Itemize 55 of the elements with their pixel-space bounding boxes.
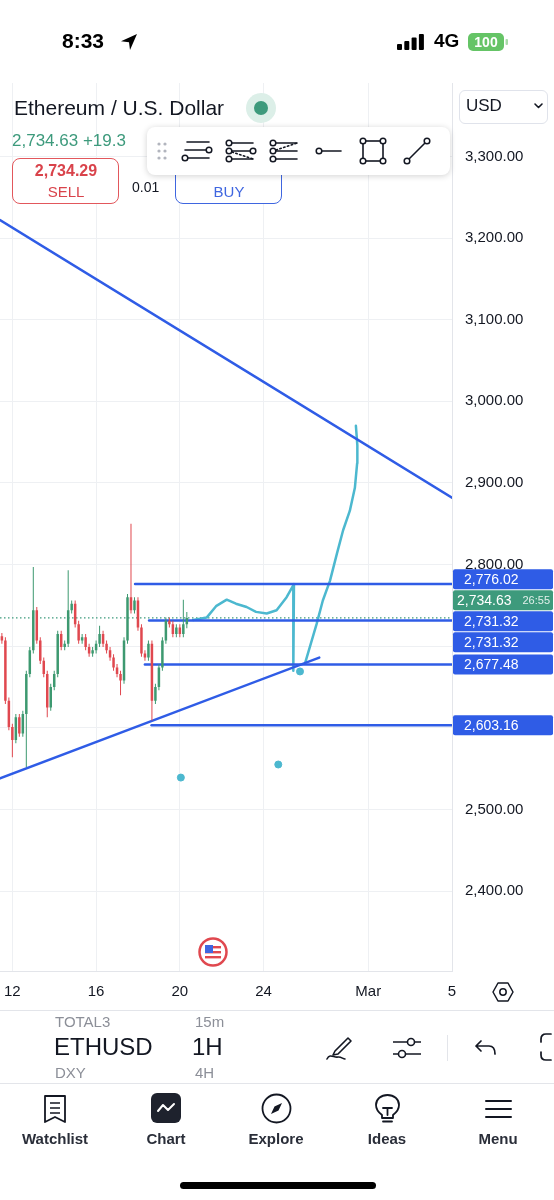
data-label: 2,677.48	[464, 655, 519, 672]
candlestick	[91, 646, 94, 657]
candlestick	[147, 640, 150, 661]
candlestick	[133, 597, 136, 614]
text: USD	[466, 96, 502, 116]
y-tick-label: 2,500.00	[465, 799, 524, 817]
text: 2,734.63 +19.3	[12, 131, 126, 151]
text: 1H	[192, 1033, 223, 1061]
candlestick	[18, 713, 21, 737]
candlestick	[32, 566, 35, 654]
text: Ideas	[367, 1130, 407, 1148]
x-tick-label: 16	[87, 982, 105, 1000]
ref-line-label: 2,734.63	[457, 591, 512, 608]
y-tick-label: 2,800.00	[465, 554, 524, 572]
candlestick	[140, 624, 143, 657]
y-tick-label: 2,400.00	[465, 881, 524, 899]
y-tick-label: 3,100.00	[465, 309, 524, 327]
y-tick-label: 3,300.00	[465, 146, 524, 164]
text: 15m	[195, 1013, 225, 1031]
x-tick-label: 20	[171, 982, 189, 1000]
text: 4G	[434, 30, 460, 52]
annotation: BUY	[213, 183, 245, 201]
text: 26:55	[522, 593, 550, 606]
text: DXY	[55, 1064, 86, 1082]
text: Chart	[146, 1130, 186, 1148]
candlestick	[46, 670, 49, 718]
candlestick	[129, 523, 133, 614]
text: Menu	[478, 1130, 518, 1148]
text: TOTAL3	[55, 1013, 111, 1031]
y-tick-label: 2,900.00	[465, 473, 524, 491]
text: Ethereum / U.S. Dollar	[14, 95, 225, 121]
annotation: 0.01	[132, 179, 160, 196]
text: Explore	[248, 1130, 304, 1148]
text: 100	[474, 34, 498, 51]
y-tick-label: 3,200.00	[465, 228, 524, 246]
candlestick	[49, 683, 52, 711]
x-tick-label: 12	[4, 982, 21, 1000]
data-label: 2,603.16	[464, 716, 519, 733]
data-label: 2,776.02	[464, 570, 519, 587]
text: Watchlist	[21, 1130, 89, 1148]
annotation: SELL	[47, 183, 85, 201]
candlestick	[84, 633, 87, 651]
y-tick-label: 3,000.00	[465, 391, 524, 409]
text: 4H	[195, 1064, 215, 1082]
annotation: 2,734.29	[34, 162, 98, 181]
candlestick	[63, 640, 66, 651]
text: 8:33	[62, 29, 105, 54]
text: 2,731.32	[464, 633, 519, 650]
x-tick-label: Mar	[355, 982, 382, 1000]
candlestick	[175, 624, 178, 638]
text: ETHUSD	[54, 1033, 153, 1061]
x-tick-label: 5	[447, 982, 457, 1000]
x-tick-label: 24	[255, 982, 272, 1000]
candlestick	[11, 723, 14, 758]
data-label: 2,731.32	[464, 612, 519, 629]
